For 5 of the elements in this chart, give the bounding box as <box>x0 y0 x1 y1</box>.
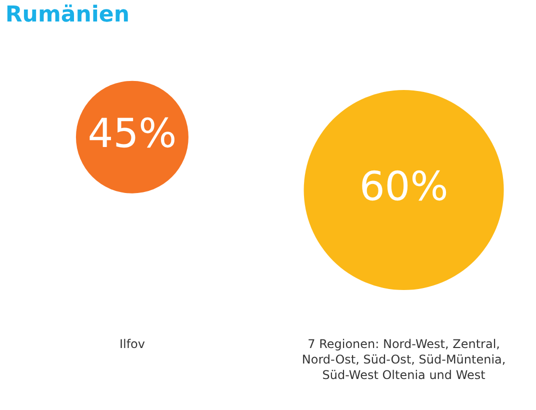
category-label: 7 Regionen: Nord-West, Zentral, Nord-Ost, Süd-Ost, Süd-Müntenia, Süd-West Oltenia und West <box>302 337 506 382</box>
data-label: 45% <box>88 111 177 158</box>
data-label: 60% <box>359 164 448 210</box>
category-label: Ilfov <box>119 337 145 351</box>
text: Rumänien <box>5 2 130 28</box>
